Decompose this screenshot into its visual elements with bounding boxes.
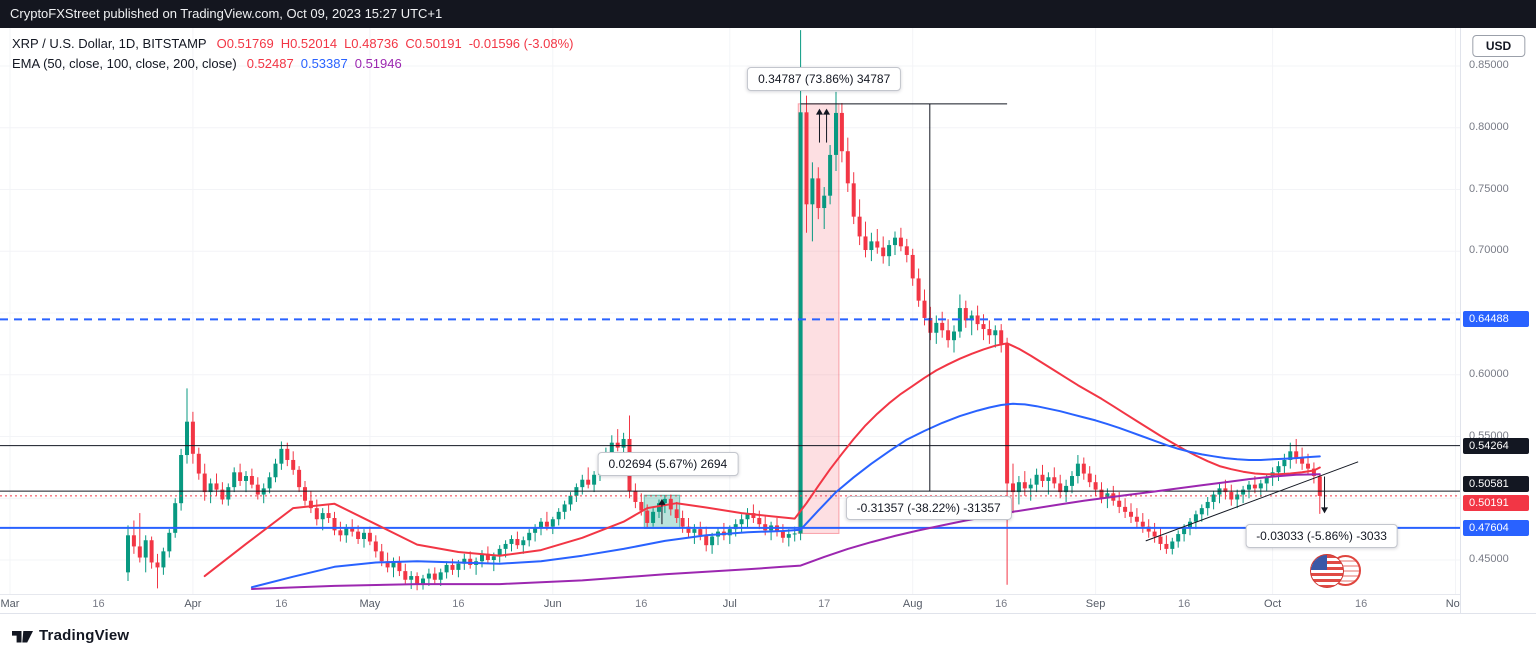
currency-button[interactable]: USD — [1471, 35, 1526, 57]
time-axis-label: Jul — [722, 598, 737, 610]
time-axis-label: Jun — [543, 598, 562, 610]
usd-flag-icon — [1310, 552, 1364, 590]
ema-legend-row: EMA (50, close, 100, close, 200, close) 0… — [12, 54, 580, 74]
ohlc-low: L0.48736 — [344, 36, 399, 51]
price-scale[interactable]: USD 0.85000 0.80000 0.75000 0.70000 0.60000 0… — [1460, 28, 1536, 614]
tradingview-logo-text: TradingView — [39, 627, 130, 644]
time-axis-label: May — [359, 598, 381, 610]
tradingview-logo[interactable]: TradingView — [12, 627, 129, 644]
time-axis-label: 16 — [452, 598, 465, 610]
us-flag-canton — [1311, 555, 1327, 570]
price-badge: 0.50581 — [1463, 476, 1529, 493]
header-text: CryptoFXStreet published on TradingView.… — [10, 6, 443, 21]
price-badge: 0.54264 — [1463, 437, 1529, 454]
measure-label: -0.03033 (-5.86%) -3033 — [1245, 523, 1398, 548]
tradingview-logo-icon — [12, 631, 33, 643]
chart-area[interactable]: XRP / U.S. Dollar, 1D, BITSTAMP O0.51769 H… — [0, 28, 1460, 614]
symbol-title[interactable]: XRP / U.S. Dollar, 1D, BITSTAMP — [12, 36, 207, 51]
ohlc-open: O0.51769 — [216, 36, 274, 51]
ohlc-change: -0.01596 (-3.08%) — [468, 36, 574, 51]
ema100-value: 0.53387 — [300, 56, 348, 71]
time-axis-label: 16 — [635, 598, 648, 610]
chart-canvas[interactable] — [0, 28, 1460, 594]
time-axis-label: Nov — [1445, 598, 1460, 610]
time-axis-label: Apr — [184, 598, 202, 610]
time-axis-label: 16 — [1177, 598, 1191, 610]
time-axis-label: Aug — [902, 598, 923, 610]
measure-label: -0.31357 (-38.22%) -31357 — [845, 495, 1012, 520]
time-axis-label: 16 — [1354, 598, 1368, 610]
us-flag-coin-icon — [1310, 554, 1344, 588]
price-axis-label: 0.70000 — [1469, 244, 1509, 257]
time-axis-label: 17 — [818, 598, 831, 610]
ohlc-high: H0.52014 — [280, 36, 338, 51]
time-axis-label: 16 — [995, 598, 1008, 610]
ohlc-close: C0.50191 — [405, 36, 462, 51]
measure-label: 0.02694 (5.67%) 2694 — [597, 452, 739, 477]
header-bar: CryptoFXStreet published on TradingView.… — [0, 0, 1536, 28]
time-axis-label: Oct — [1264, 598, 1282, 610]
chart-legend: XRP / U.S. Dollar, 1D, BITSTAMP O0.51769 H… — [12, 34, 580, 74]
price-axis-label: 0.75000 — [1469, 182, 1509, 195]
footer-bar: TradingView — [0, 615, 1536, 656]
measure-label: 0.34787 (73.86%) 34787 — [747, 66, 902, 91]
price-axis-label: 0.45000 — [1469, 553, 1509, 565]
price-axis-label: 0.60000 — [1469, 367, 1509, 380]
ema200-value: 0.51946 — [354, 56, 402, 71]
price-badge: 0.64488 — [1463, 311, 1529, 328]
time-axis[interactable]: Mar 16 Apr 16 May 16 Jun 16 Jul 17 Aug 16 Sep 16 Oct 16… — [0, 594, 1460, 613]
ema-indicator-label[interactable]: EMA (50, close, 100, close, 200, close) — [12, 56, 237, 71]
price-badge: 0.50191 — [1463, 494, 1529, 511]
symbol-legend-row: XRP / U.S. Dollar, 1D, BITSTAMP O0.51769 H… — [12, 34, 580, 54]
price-badge: 0.47604 — [1463, 519, 1529, 536]
time-axis-label: 16 — [92, 598, 105, 610]
price-axis-label: 0.85000 — [1469, 59, 1509, 71]
price-axis-label: 0.80000 — [1469, 120, 1509, 133]
ema50-value: 0.52487 — [246, 56, 294, 71]
time-axis-label: Mar — [0, 598, 20, 610]
time-axis-label: Sep — [1085, 598, 1106, 610]
time-axis-label: 16 — [275, 598, 288, 610]
